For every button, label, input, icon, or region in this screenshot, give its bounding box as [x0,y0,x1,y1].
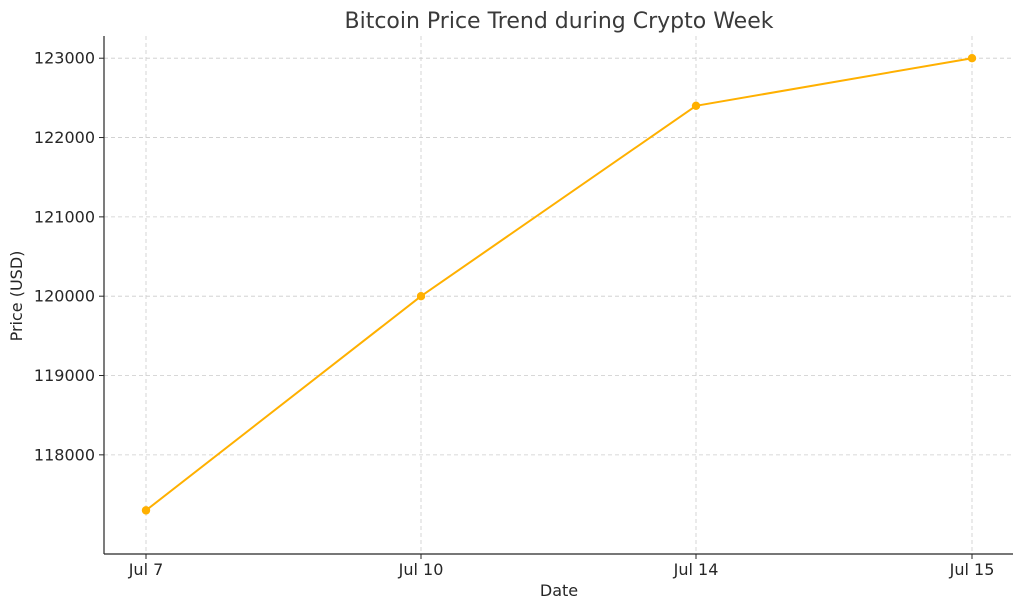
series-line [145,57,973,512]
y-tick-label: 119000 [34,366,95,385]
data-point [967,54,977,63]
chart-title: Bitcoin Price Trend during Crypto Week [344,9,773,34]
axes-layer [103,36,1013,555]
y-axis-label: Price (USD) [7,251,26,342]
data-point [416,291,426,301]
x-tick-label: Jul 15 [949,560,995,579]
ticks-layer: 118000 119000 120000 121000 122000 123000 Jul … [34,49,994,579]
y-tick-label: 120000 [34,287,95,306]
data-point [141,506,151,515]
y-tick-label: 123000 [34,49,95,68]
y-tick-label: 121000 [34,207,95,226]
y-tick-label: 122000 [34,128,95,147]
grid-layer [104,36,1013,554]
y-tick-label: 118000 [34,445,95,464]
x-axis-label: Date [540,581,578,600]
x-tick-label: Jul 7 [128,560,164,579]
data-point [691,101,701,111]
x-tick-label: Jul 10 [398,560,444,579]
series-layer [141,54,977,515]
x-tick-label: Jul 14 [673,560,719,579]
